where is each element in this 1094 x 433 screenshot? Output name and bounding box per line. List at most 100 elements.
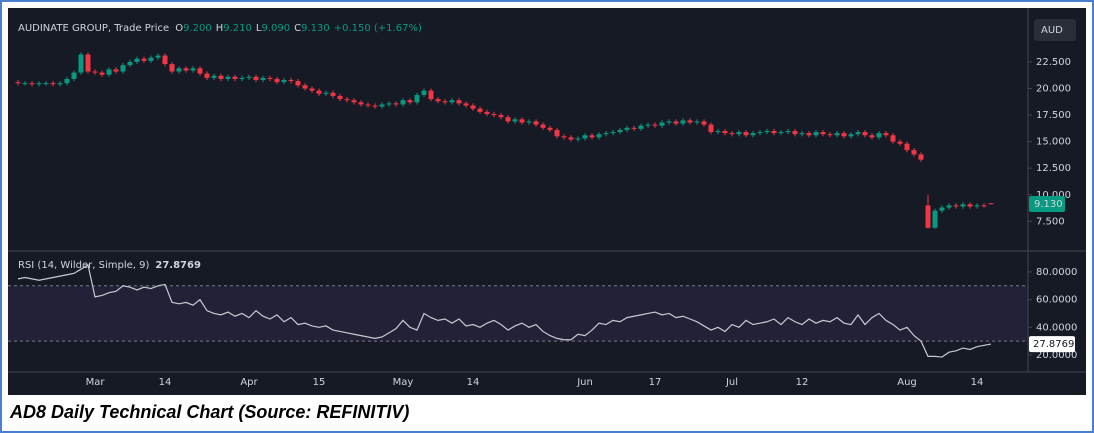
candle-body bbox=[337, 95, 343, 100]
candle-body bbox=[687, 120, 693, 123]
candle-body bbox=[960, 204, 966, 207]
candle-body bbox=[183, 68, 189, 71]
candle-body bbox=[771, 131, 777, 134]
candle-body bbox=[645, 124, 651, 126]
ohlc-key: O bbox=[175, 23, 183, 34]
currency-box[interactable] bbox=[1034, 19, 1076, 41]
candle-body bbox=[211, 75, 217, 78]
legend: AUDINATE GROUP, Trade Price O9.200 H9.210 L… bbox=[18, 23, 422, 34]
indicator-value: 27.8769 bbox=[155, 260, 201, 271]
candle-body bbox=[302, 85, 308, 89]
candle-body bbox=[820, 132, 826, 135]
candle-body bbox=[715, 131, 721, 133]
candle-body bbox=[736, 132, 742, 135]
candle-body bbox=[883, 133, 889, 136]
candle-body bbox=[834, 133, 840, 136]
candle-body bbox=[106, 69, 112, 75]
candle-body bbox=[393, 103, 399, 105]
candle-body bbox=[463, 103, 469, 106]
candle-body bbox=[246, 76, 252, 78]
candle-body bbox=[792, 131, 798, 135]
candle-body bbox=[722, 131, 728, 134]
candle-body bbox=[148, 57, 154, 61]
candle-body bbox=[806, 133, 812, 136]
candle-body bbox=[764, 131, 770, 133]
candle-body bbox=[659, 122, 665, 126]
candle-body bbox=[743, 132, 749, 136]
candle-body bbox=[295, 81, 301, 86]
candle-body bbox=[64, 78, 70, 84]
candle-body bbox=[729, 133, 735, 135]
candle-body bbox=[925, 205, 931, 228]
chart-panel bbox=[8, 8, 1086, 395]
candle-body bbox=[372, 105, 378, 107]
candle-body bbox=[218, 75, 224, 79]
change: +0.150 (+1.67%) bbox=[334, 23, 422, 34]
candle-body bbox=[330, 92, 336, 96]
candle-body bbox=[652, 124, 658, 126]
candle-body bbox=[890, 135, 896, 142]
candle-body bbox=[827, 134, 833, 136]
candle-body bbox=[617, 129, 623, 133]
candle-body bbox=[974, 205, 980, 207]
candle-body bbox=[855, 132, 861, 135]
candle-body bbox=[491, 114, 497, 116]
candle-body bbox=[15, 82, 21, 84]
caption: AD8 Daily Technical Chart (Source: REFIN… bbox=[9, 402, 409, 422]
candle-body bbox=[456, 100, 462, 104]
candle-body bbox=[162, 55, 168, 65]
candle-body bbox=[624, 127, 630, 130]
candle-body bbox=[757, 132, 763, 134]
candle-body bbox=[232, 76, 238, 79]
candle-body bbox=[29, 83, 35, 85]
candle-body bbox=[204, 73, 210, 78]
rsi-value-label: 27.8769 bbox=[1033, 339, 1074, 350]
candle-body bbox=[932, 210, 938, 228]
candle-body bbox=[43, 83, 49, 85]
candle-body bbox=[638, 125, 644, 129]
candle-body bbox=[869, 135, 875, 138]
candle-body bbox=[631, 127, 637, 129]
x-tick-label: Apr bbox=[240, 377, 258, 388]
candle-body bbox=[316, 90, 322, 94]
candle-body bbox=[862, 132, 868, 136]
candle-body bbox=[785, 131, 791, 133]
x-tick-label: 15 bbox=[313, 377, 326, 388]
candle-body bbox=[967, 204, 973, 207]
candle-body bbox=[526, 121, 532, 123]
candle-body bbox=[449, 100, 455, 103]
candle-body bbox=[323, 92, 329, 94]
candle-body bbox=[344, 99, 350, 101]
y-tick-label: 15.000 bbox=[1036, 137, 1071, 148]
ohlc-value: 9.130 bbox=[301, 23, 330, 34]
candle-body bbox=[71, 72, 77, 79]
candle-body bbox=[36, 83, 42, 85]
candle-body bbox=[134, 58, 140, 62]
candle-body bbox=[141, 58, 147, 61]
ohlc-key: H bbox=[216, 23, 224, 34]
y-tick-label: 17.500 bbox=[1036, 110, 1071, 121]
y-tick-label: 12.500 bbox=[1036, 163, 1071, 174]
candle-body bbox=[428, 90, 434, 100]
candle-body bbox=[400, 100, 406, 105]
candle-body bbox=[946, 205, 952, 208]
candle-body bbox=[358, 102, 364, 105]
candle-body bbox=[750, 133, 756, 136]
candle-body bbox=[78, 54, 84, 73]
candle-body bbox=[281, 80, 287, 83]
candle-body bbox=[918, 154, 924, 160]
candle-body bbox=[477, 108, 483, 112]
candle-body bbox=[603, 133, 609, 135]
candle-body bbox=[92, 71, 98, 73]
x-tick-label: 14 bbox=[971, 377, 984, 388]
candle-body bbox=[610, 132, 616, 134]
candle-body bbox=[225, 76, 231, 79]
y-tick-label: 20.0000 bbox=[1036, 350, 1077, 361]
candle-body bbox=[694, 121, 700, 123]
candle-body bbox=[568, 137, 574, 140]
x-tick-label: Aug bbox=[897, 377, 917, 388]
candle-body bbox=[708, 124, 714, 133]
ohlc-value: 9.090 bbox=[261, 23, 290, 34]
candle-body bbox=[484, 111, 490, 114]
